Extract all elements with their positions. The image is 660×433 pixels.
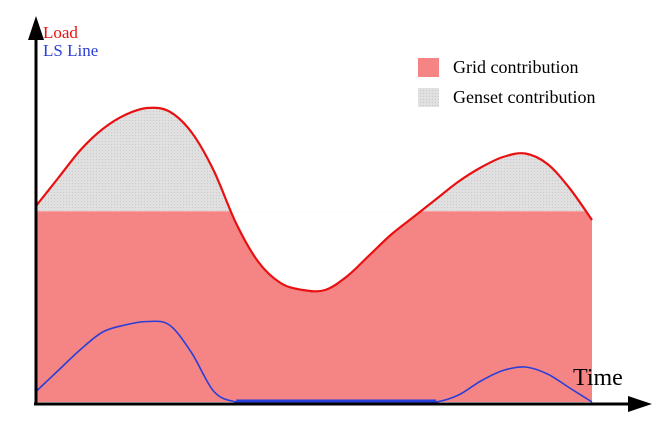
plot-area — [35, 106, 593, 404]
load-line — [35, 106, 593, 293]
legend-swatch-grid — [418, 58, 439, 77]
x-axis-label: Time — [573, 365, 623, 391]
x-axis — [34, 396, 652, 412]
grid-contribution-area — [36, 211, 592, 402]
y-label-load: Load — [43, 23, 78, 42]
y-axis-arrow — [28, 16, 44, 40]
legend-swatch-genset — [418, 88, 439, 107]
y-axis — [28, 16, 44, 404]
legend-label-grid: Grid contribution — [453, 57, 578, 77]
legend-label-genset: Genset contribution — [453, 87, 595, 107]
y-label-ls-line: LS Line — [43, 41, 98, 60]
genset-contribution-area — [36, 107, 587, 212]
legend: Grid contribution Genset contribution — [418, 57, 595, 107]
x-axis-arrow — [628, 396, 652, 412]
